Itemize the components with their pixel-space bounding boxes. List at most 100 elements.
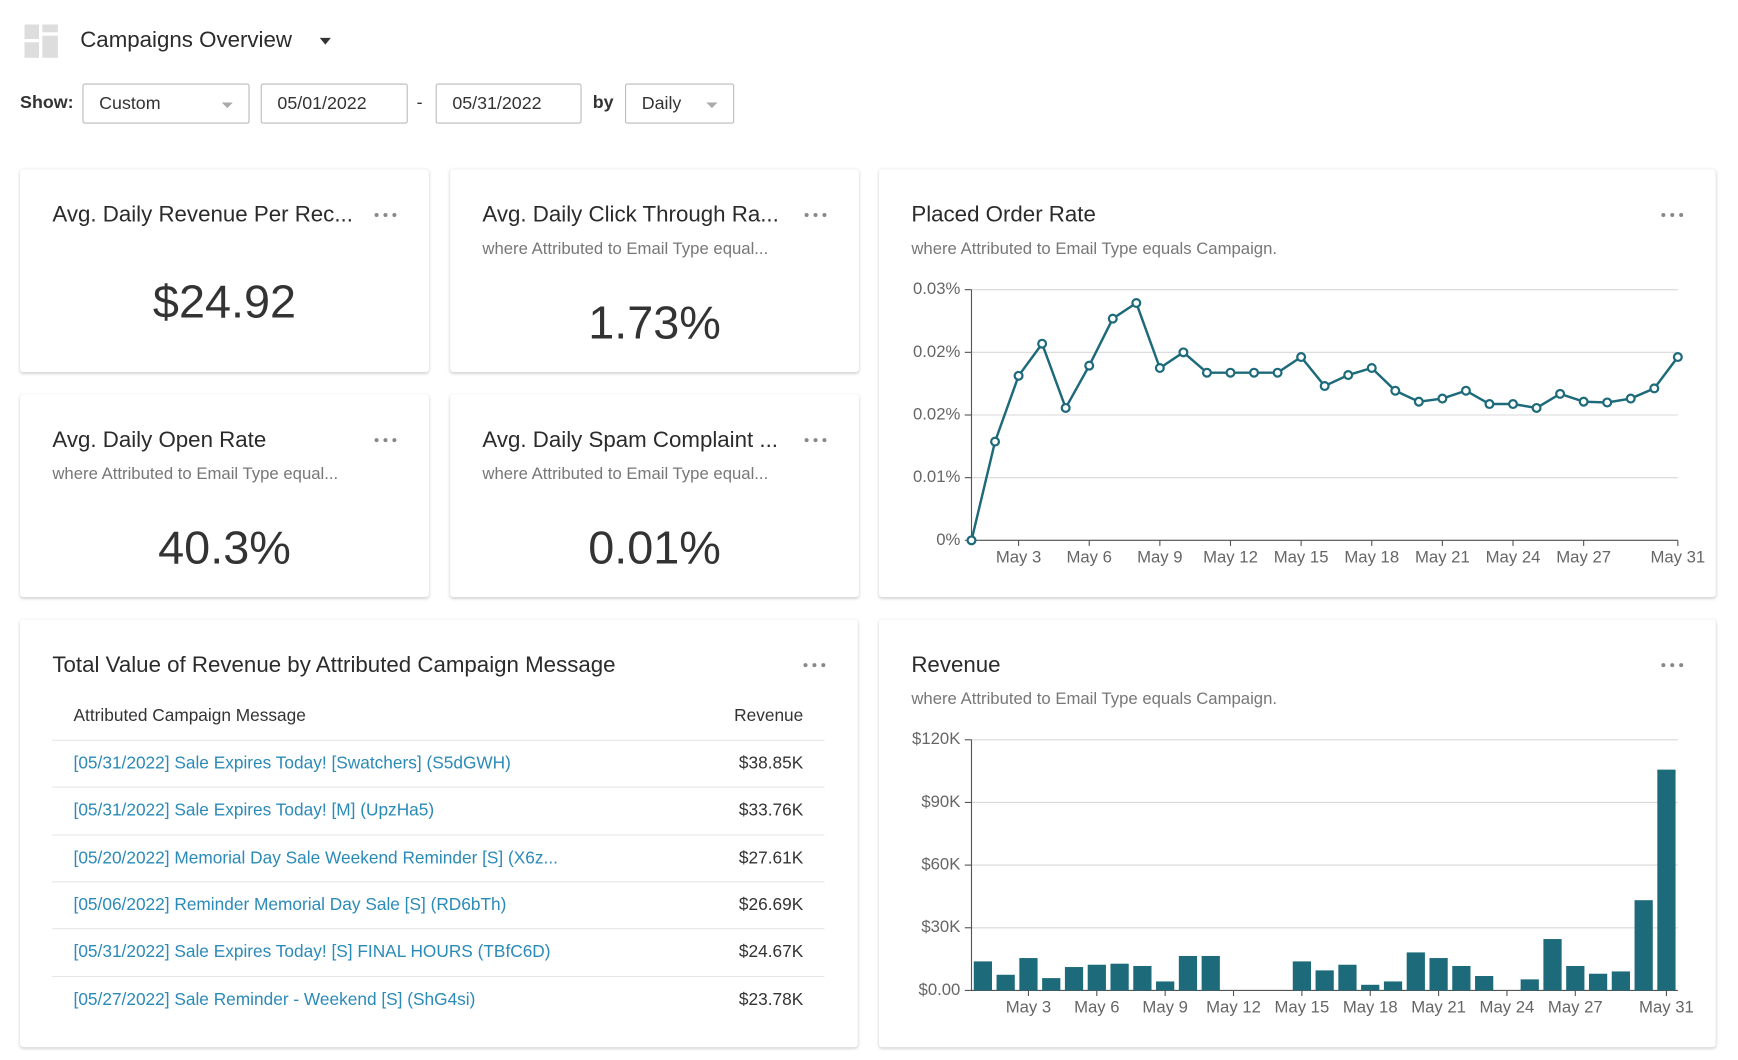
campaign-link[interactable]: [05/20/2022] Memorial Day Sale Weekend R… [73, 848, 558, 868]
campaign-link[interactable]: [05/31/2022] Sale Expires Today! [M] (Up… [73, 801, 435, 821]
x-tick-label: May 6 [1074, 998, 1120, 1017]
date-separator: - [416, 93, 423, 113]
y-tick-label: 0.01% [913, 467, 961, 486]
kpi-subtitle: where Attributed to Email Type equal... [52, 464, 339, 484]
kpi-subtitle: where Attributed to Email Type equal... [482, 239, 769, 259]
x-tick-label: May 9 [1142, 998, 1188, 1017]
campaign-link[interactable]: [05/06/2022] Reminder Memorial Day Sale … [73, 895, 507, 915]
line-point [1413, 396, 1424, 407]
x-tick-label: May 24 [1486, 548, 1541, 567]
chart-subtitle: where Attributed to Email Type equals Ca… [911, 239, 1278, 259]
table-row: [05/06/2022] Reminder Memorial Day Sale … [52, 881, 825, 929]
line-point [1460, 385, 1471, 396]
revenue-cell: $38.85K [738, 754, 804, 774]
card-menu[interactable] [802, 662, 827, 669]
line-point [1531, 402, 1542, 413]
bar [1042, 978, 1061, 991]
y-tick-label: $90K [921, 792, 960, 811]
card-menu[interactable] [803, 437, 828, 444]
revenue-cell: $33.76K [738, 801, 804, 821]
revenue-cell: $23.78K [738, 989, 804, 1009]
line-point [1178, 347, 1189, 358]
x-tick-label: May 24 [1480, 998, 1535, 1017]
revenue-cell: $24.67K [738, 942, 804, 962]
bar [1634, 900, 1653, 991]
x-tick-label: May 18 [1343, 998, 1398, 1017]
line-point [1390, 385, 1401, 396]
bar [1338, 964, 1357, 991]
kpi-title: Avg. Daily Spam Complaint ... [482, 427, 778, 453]
campaign-link[interactable]: [05/27/2022] Sale Reminder - Weekend [S]… [73, 989, 476, 1009]
line-point [1508, 399, 1519, 410]
x-tick-label: May 3 [1006, 998, 1052, 1017]
line-point [1343, 370, 1354, 381]
kpi-card: Avg. Daily Revenue Per Rec... $24.92 [20, 169, 429, 373]
line-point [1060, 402, 1071, 413]
bar [1156, 981, 1175, 991]
card-menu[interactable] [373, 437, 398, 444]
line-point [1437, 393, 1448, 404]
line-point [1296, 352, 1307, 363]
kpi-card: Avg. Daily Open Rate where Attributed to… [20, 394, 429, 598]
line-point [1084, 360, 1095, 371]
kpi-value: 40.3% [158, 521, 291, 574]
bar [1201, 955, 1220, 991]
card-menu[interactable] [1660, 212, 1685, 219]
column-header: Revenue [734, 706, 804, 726]
card-menu[interactable] [803, 212, 828, 219]
x-tick-label: May 18 [1344, 548, 1399, 567]
start-date[interactable]: 05/01/2022 [260, 83, 408, 124]
bar [1520, 979, 1539, 991]
line-point [1625, 393, 1636, 404]
bar [1657, 769, 1676, 991]
y-tick-label: 0.03% [913, 279, 961, 298]
interval-value: Daily [641, 94, 682, 114]
table-title: Total Value of Revenue by Attributed Cam… [52, 652, 616, 678]
x-tick-label: May 9 [1137, 548, 1183, 567]
line-point [1578, 396, 1589, 407]
line-point [1602, 397, 1613, 408]
line-point [990, 436, 1001, 447]
x-tick-label: May 15 [1274, 998, 1329, 1017]
end-date[interactable]: 05/31/2022 [435, 83, 582, 124]
bar [1315, 970, 1334, 991]
line-point [1013, 370, 1024, 381]
line-point [1366, 362, 1377, 374]
column-header: Attributed Campaign Message [73, 706, 306, 726]
bar [1087, 964, 1106, 991]
range-value: Custom [99, 94, 161, 114]
by-label: by [592, 93, 614, 113]
x-tick-label: May 15 [1274, 548, 1329, 567]
line-point [1131, 297, 1142, 308]
line-point [1319, 381, 1330, 392]
line-point [1201, 367, 1212, 378]
kpi-title: Avg. Daily Open Rate [52, 427, 267, 453]
show-label: Show: [20, 93, 74, 113]
bar [1383, 981, 1403, 991]
table-card: Total Value of Revenue by Attributed Cam… [20, 619, 858, 1048]
campaign-link[interactable]: [05/31/2022] Sale Expires Today! [S] FIN… [73, 942, 551, 962]
page-title[interactable]: Campaigns Overview [80, 27, 292, 53]
title-caret[interactable] [319, 37, 331, 45]
revenue-cell: $27.61K [738, 848, 804, 868]
x-tick-label: May 27 [1556, 548, 1611, 567]
range-select[interactable]: Custom [82, 83, 250, 124]
card-menu[interactable] [373, 212, 398, 219]
chart-title: Revenue [911, 652, 1001, 678]
line-point [1154, 362, 1165, 374]
line-point [1484, 399, 1495, 410]
line-point [1107, 313, 1118, 324]
x-tick-label: May 31 [1650, 548, 1705, 567]
x-tick-label: May 6 [1066, 548, 1112, 567]
table-row: [05/20/2022] Memorial Day Sale Weekend R… [52, 834, 825, 882]
x-tick-label: May 12 [1206, 998, 1261, 1017]
kpi-subtitle: where Attributed to Email Type equal... [482, 464, 769, 484]
interval-select[interactable]: Daily [625, 83, 735, 124]
y-tick-label: $30K [921, 917, 960, 936]
campaign-link[interactable]: [05/31/2022] Sale Expires Today! [Swatch… [73, 754, 511, 774]
bar [1429, 958, 1448, 991]
card-menu[interactable] [1660, 662, 1685, 669]
chart-subtitle: where Attributed to Email Type equals Ca… [911, 689, 1278, 709]
line-point [1249, 367, 1260, 378]
